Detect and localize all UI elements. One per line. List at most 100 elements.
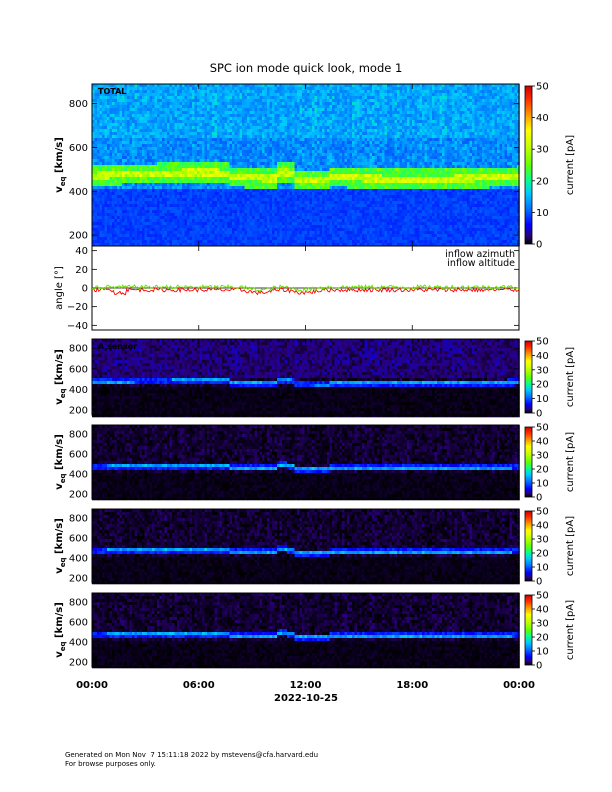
heatmap-cell (167, 165, 170, 168)
heatmap-cell (197, 156, 200, 159)
heatmap-cell (230, 219, 233, 222)
heatmap-cell (197, 228, 200, 231)
heatmap-cell (272, 93, 275, 96)
heatmap-cell (267, 165, 270, 168)
heatmap-cell (317, 183, 320, 186)
heatmap-cell (262, 102, 265, 105)
heatmap-cell (227, 108, 230, 111)
heatmap-cell (115, 201, 118, 204)
heatmap-cell (320, 126, 323, 129)
heatmap-cell (132, 117, 135, 120)
heatmap-cell (97, 180, 100, 183)
heatmap-cell (192, 96, 195, 99)
heatmap-cell (162, 102, 165, 105)
heatmap-cell (262, 126, 265, 129)
heatmap-cell (200, 228, 203, 231)
heatmap-cell (105, 159, 108, 162)
heatmap-cell (237, 117, 240, 120)
heatmap-cell (205, 174, 208, 177)
heatmap-cell (207, 231, 210, 234)
heatmap-cell (297, 222, 300, 225)
heatmap-cell (140, 210, 143, 213)
heatmap-cell (100, 186, 103, 189)
heatmap-cell (285, 132, 288, 135)
heatmap-cell (315, 189, 318, 192)
heatmap-cell (197, 174, 200, 177)
heatmap-cell (102, 180, 105, 183)
heatmap-cell (145, 120, 148, 123)
heatmap-cell (97, 174, 100, 177)
heatmap-cell (262, 183, 265, 186)
heatmap-cell (212, 111, 215, 114)
heatmap-cell (302, 228, 305, 231)
heatmap-cell (322, 147, 325, 150)
heatmap-cell (305, 153, 308, 156)
heatmap-cell (157, 120, 160, 123)
heatmap-cell (137, 174, 140, 177)
heatmap-cell (250, 213, 253, 216)
heatmap-cell (125, 177, 128, 180)
heatmap-cell (240, 201, 243, 204)
heatmap-cell (217, 204, 220, 207)
heatmap-cell (160, 96, 163, 99)
heatmap-cell (257, 147, 260, 150)
heatmap-cell (145, 207, 148, 210)
heatmap-cell (127, 135, 130, 138)
heatmap-cell (210, 180, 213, 183)
heatmap-cell (117, 174, 120, 177)
heatmap-cell (320, 87, 323, 90)
heatmap-cell (170, 174, 173, 177)
heatmap-cell (307, 87, 310, 90)
heatmap-cell (127, 168, 130, 171)
heatmap-cell (290, 99, 293, 102)
heatmap-cell (152, 213, 155, 216)
heatmap-cell (272, 228, 275, 231)
heatmap-cell (95, 141, 98, 144)
heatmap-cell (272, 174, 275, 177)
heatmap-cell (132, 108, 135, 111)
heatmap-cell (272, 144, 275, 147)
heatmap-cell (310, 165, 313, 168)
heatmap-cell (270, 228, 273, 231)
heatmap-cell (227, 186, 230, 189)
heatmap-cell (297, 144, 300, 147)
heatmap-cell (242, 117, 245, 120)
heatmap-cell (177, 93, 180, 96)
heatmap-cell (105, 216, 108, 219)
heatmap-cell (162, 174, 165, 177)
heatmap-cell (222, 207, 225, 210)
heatmap-cell (225, 144, 228, 147)
heatmap-cell (137, 213, 140, 216)
heatmap-cell (295, 147, 298, 150)
panels: 800600400200TOTALveq [km/s]50403020100cu… (54, 82, 576, 672)
heatmap-cell (110, 111, 113, 114)
heatmap-cell (135, 204, 138, 207)
heatmap-cell (282, 159, 285, 162)
heatmap-cell (280, 231, 283, 234)
heatmap-cell (160, 222, 163, 225)
heatmap-cell (275, 234, 278, 237)
heatmap-cell (310, 225, 313, 228)
heatmap-cell (182, 108, 185, 111)
heatmap-cell (297, 228, 300, 231)
heatmap-cell (147, 102, 150, 105)
heatmap-cell (287, 156, 290, 159)
heatmap-cell (137, 216, 140, 219)
heatmap-cell (302, 174, 305, 177)
heatmap-cell (297, 156, 300, 159)
heatmap-cell (317, 141, 320, 144)
heatmap-cell (277, 219, 280, 222)
heatmap-cell (245, 102, 248, 105)
heatmap-cell (127, 147, 130, 150)
heatmap-cell (307, 198, 310, 201)
heatmap-cell (252, 96, 255, 99)
heatmap-cell (282, 219, 285, 222)
heatmap-cell (102, 126, 105, 129)
heatmap-cell (295, 237, 298, 240)
heatmap-cell (222, 177, 225, 180)
heatmap-cell (187, 132, 190, 135)
heatmap-cell (130, 165, 133, 168)
heatmap-cell (310, 183, 313, 186)
heatmap-cell (227, 198, 230, 201)
heatmap-cell (285, 189, 288, 192)
